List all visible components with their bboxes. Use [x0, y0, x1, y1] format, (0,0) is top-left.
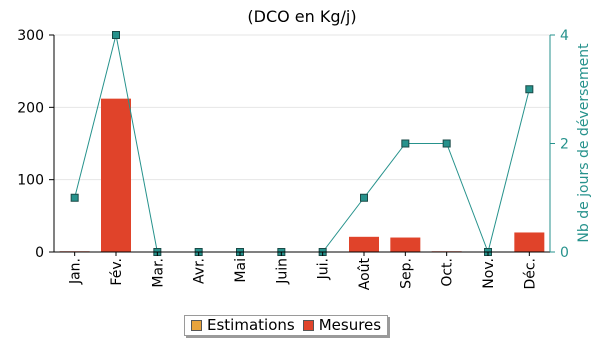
bar-mesures-11 [514, 232, 545, 252]
line-point-8 [401, 139, 410, 148]
y-tick-label: 300 [17, 28, 44, 44]
legend-item-estimations: Estimations [191, 316, 295, 335]
estimations-swatch [191, 320, 202, 331]
line-point-7 [360, 193, 368, 202]
legend-label-mesures: Mesures [318, 316, 382, 334]
right-y-tick-label: 0 [560, 245, 569, 261]
y-tick-label: 200 [17, 100, 44, 116]
line-point-11 [525, 85, 534, 94]
line-point-1 [112, 31, 120, 39]
bar-mesures-7 [349, 236, 379, 252]
chart-title: (DCO en Kg/j) [247, 7, 356, 26]
mesures-swatch [302, 320, 314, 331]
x-tick-label: Juin [274, 258, 290, 285]
x-tick-label: Nov. [481, 258, 497, 289]
y-tick-label: 100 [17, 173, 44, 189]
legend: Estimations Mesures [184, 315, 389, 336]
right-y-tick-label: 2 [560, 137, 569, 153]
line-point-9 [442, 139, 451, 148]
x-tick-label: Jui. [316, 258, 332, 280]
x-tick-label: Mai [233, 258, 249, 283]
bar-mesures-8 [390, 237, 421, 252]
legend-label-estimations: Estimations [207, 316, 295, 334]
x-tick-label: Déc. [522, 258, 538, 290]
x-tick-label: Août [357, 257, 373, 290]
x-tick-label: Fév. [109, 258, 125, 286]
right-axis-label: Nb de jours de déversement [576, 43, 592, 243]
y-tick-label: 0 [35, 245, 44, 261]
right-y-tick-label: 4 [560, 28, 569, 44]
x-tick-label: Jan. [68, 258, 84, 285]
line-point-0 [70, 193, 79, 202]
line-series [74, 34, 530, 254]
x-tick-label: Avr. [192, 258, 208, 284]
x-tick-label: Mar. [150, 258, 166, 288]
x-tick-label: Oct. [440, 258, 456, 287]
bar-mesures-1 [101, 98, 131, 252]
legend-item-mesures: Mesures [302, 316, 382, 335]
x-tick-label: Sep. [398, 258, 414, 289]
